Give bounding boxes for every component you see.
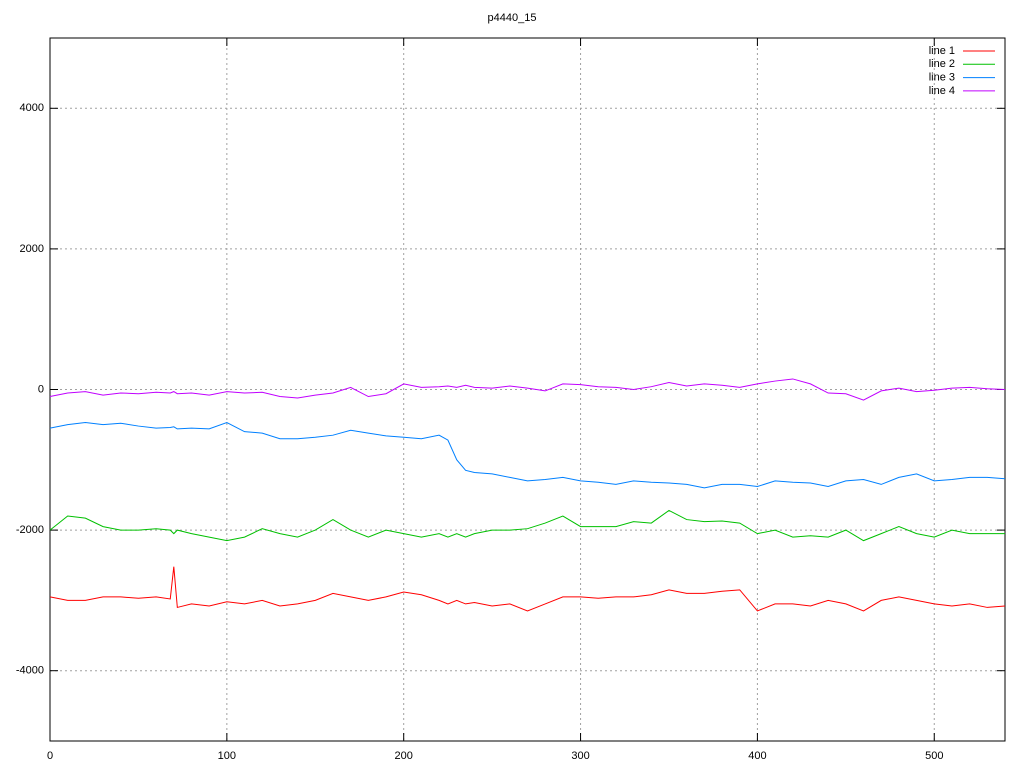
x-tick-label: 200	[395, 750, 413, 762]
data-line	[49, 378, 1006, 401]
x-tick-label: 0	[47, 750, 53, 762]
y-tick-label: 4000	[20, 102, 44, 114]
x-tick-label: 100	[218, 750, 236, 762]
legend-label: line 4	[929, 85, 955, 97]
y-tick-label: 2000	[20, 243, 44, 255]
chart-title: p4440_15	[488, 12, 537, 24]
y-tick-label: -4000	[16, 665, 44, 677]
x-tick-label: 500	[925, 750, 943, 762]
data-line	[49, 509, 1005, 542]
y-tick-label: -2000	[16, 524, 44, 536]
y-tick-label: 0	[38, 383, 44, 395]
x-tick-label: 400	[748, 750, 766, 762]
data-line	[49, 421, 1006, 489]
x-tick-label: 300	[571, 750, 589, 762]
legend-label: line 1	[929, 45, 955, 57]
legend-label: line 2	[929, 58, 955, 70]
legend-label: line 3	[929, 72, 955, 84]
data-line	[49, 566, 1006, 612]
